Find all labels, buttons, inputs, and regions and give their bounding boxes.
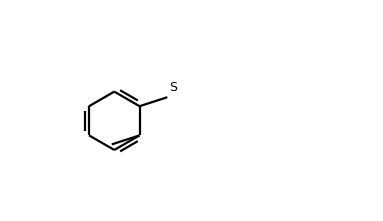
Text: S: S <box>169 82 177 94</box>
